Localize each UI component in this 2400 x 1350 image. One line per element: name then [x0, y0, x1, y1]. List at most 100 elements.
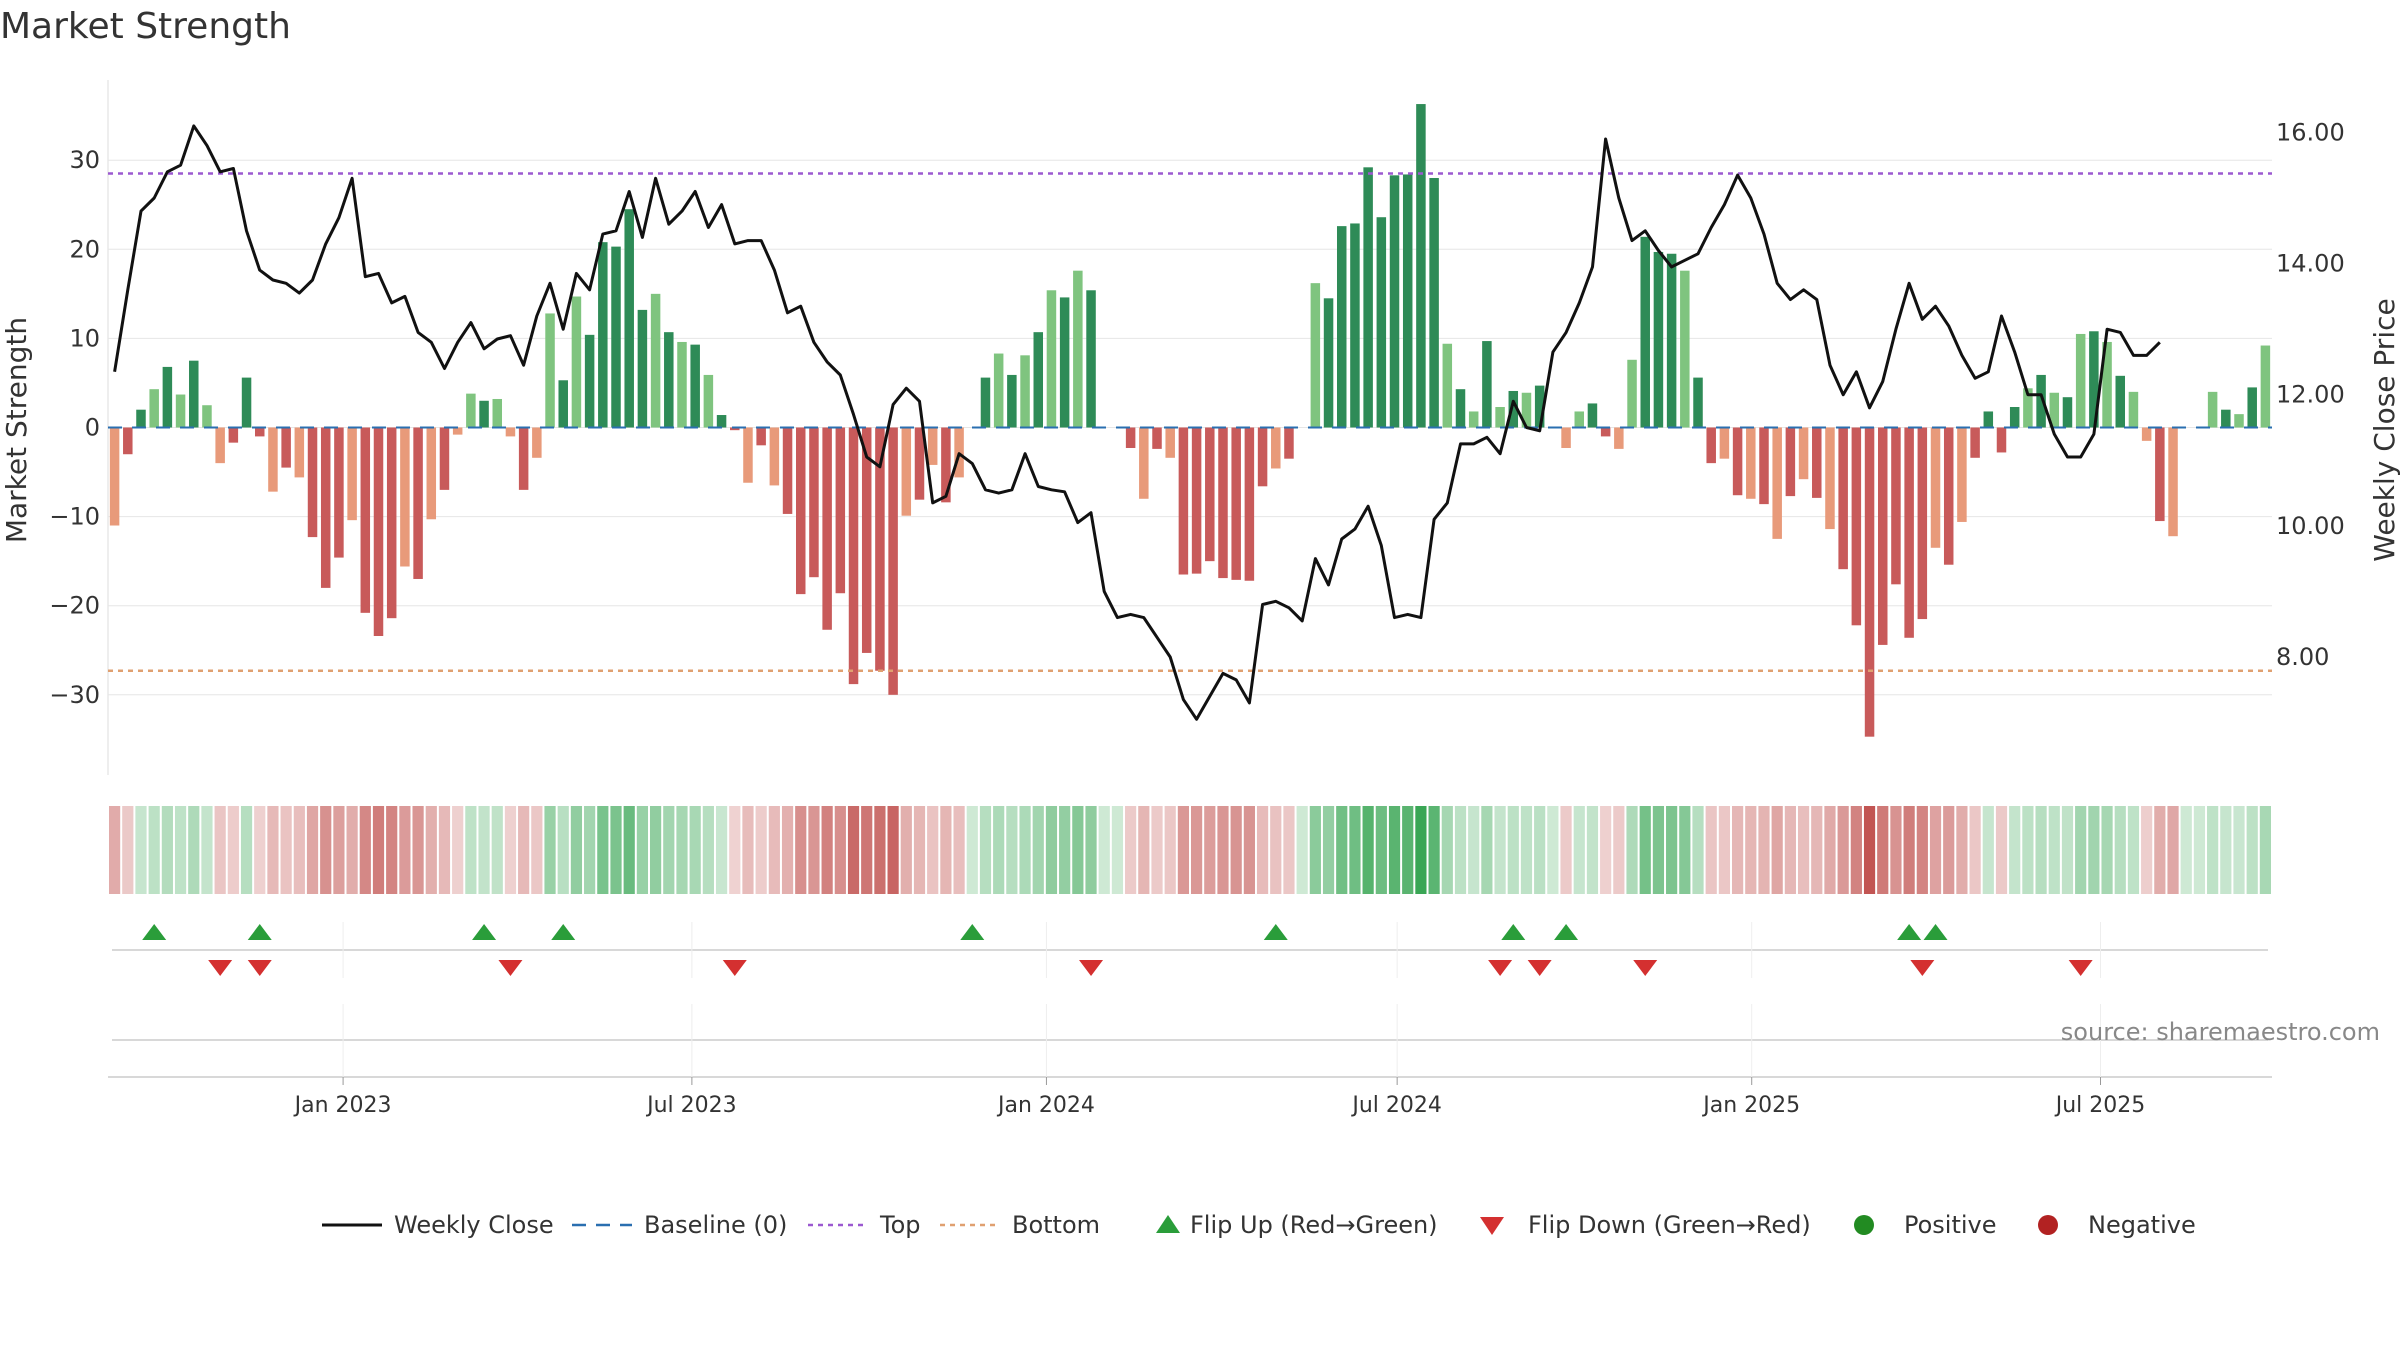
legend-label: Positive — [1904, 1211, 1997, 1239]
bar-positive — [202, 405, 212, 428]
bar-positive — [1376, 217, 1387, 428]
bar-positive — [1508, 390, 1519, 428]
heat-cell — [953, 806, 965, 894]
bar-positive — [136, 409, 146, 428]
heat-cell — [1256, 806, 1269, 894]
heat-cell — [333, 806, 345, 894]
bar-negative — [320, 427, 331, 588]
bar-positive — [611, 246, 621, 428]
bar-negative — [1851, 427, 1862, 626]
bar-positive — [1666, 253, 1677, 428]
heat-cell — [874, 806, 886, 894]
price-line-layer — [113, 124, 2161, 721]
heat-cell — [1217, 806, 1229, 894]
y-tick-left-label: −20 — [49, 592, 100, 620]
heat-cell — [2061, 806, 2074, 894]
heat-cell — [1177, 806, 1189, 894]
heat-cell — [2009, 806, 2021, 894]
heat-cell — [1811, 806, 1823, 894]
bar-positive — [466, 393, 476, 428]
bar-negative — [1825, 427, 1835, 530]
bar-negative — [769, 427, 780, 486]
heat-cell — [834, 806, 846, 894]
heat-cell — [1019, 806, 1031, 894]
heat-cell — [280, 806, 292, 894]
heat-cell — [1771, 806, 1783, 894]
y-tick-right-label: 14.00 — [2276, 250, 2345, 278]
heat-cell — [742, 806, 754, 894]
bar-negative — [439, 427, 450, 490]
heat-cell — [768, 806, 780, 894]
heat-cell — [1863, 806, 1876, 894]
bar-positive — [1086, 290, 1096, 428]
heat-cell — [2022, 806, 2034, 894]
bar-positive — [1455, 389, 1466, 428]
flip-up-marker — [1923, 924, 1948, 940]
bar-positive — [664, 332, 674, 428]
heat-cell — [1032, 806, 1044, 894]
bar-negative — [452, 427, 463, 435]
heat-cell — [2154, 806, 2166, 894]
bar-positive — [1020, 355, 1030, 428]
bar-negative — [1812, 427, 1822, 498]
bar-positive — [1521, 392, 1532, 428]
bar-positive — [1429, 178, 1439, 428]
bar-negative — [228, 427, 239, 443]
heat-cell — [2207, 806, 2219, 894]
heat-cell — [1309, 806, 1321, 894]
x-tick-label: Jul 2023 — [645, 1093, 737, 1118]
bar-negative — [123, 427, 133, 455]
heat-cell — [201, 806, 213, 894]
y-axis-right-title: Weekly Close Price — [2368, 298, 2400, 561]
heat-cell — [412, 806, 424, 894]
bar-negative — [1284, 427, 1294, 459]
heat-cell — [927, 806, 939, 894]
bar-negative — [373, 427, 384, 636]
bar-positive — [650, 293, 661, 428]
bar-negative — [1785, 427, 1796, 497]
heat-cell — [452, 806, 464, 894]
bar-positive — [2128, 391, 2139, 428]
heat-cell — [1468, 806, 1480, 894]
bar-negative — [1165, 427, 1175, 458]
bar-positive — [1073, 270, 1083, 428]
bar-positive — [1468, 411, 1479, 428]
source-note: source: sharemaestro.com — [2061, 1018, 2380, 1046]
flip-down-marker — [722, 960, 747, 976]
bar-negative — [1719, 427, 1730, 459]
heat-cell — [1428, 806, 1440, 894]
bar-negative — [400, 427, 410, 567]
bar-positive — [2221, 409, 2231, 428]
heat-cell — [1006, 806, 1018, 894]
flip-down-marker — [1079, 960, 1104, 976]
heat-cell — [293, 806, 305, 894]
heat-cell — [676, 806, 688, 894]
heat-cell — [2075, 806, 2087, 894]
bar-negative — [941, 427, 951, 503]
heat-cell — [2259, 806, 2271, 894]
heat-cell — [161, 806, 173, 894]
flip-down-marker — [247, 960, 272, 976]
heat-cell — [1204, 806, 1216, 894]
heat-cell — [1375, 806, 1387, 894]
bar-negative — [1930, 427, 1941, 548]
flip-up-marker — [1263, 924, 1288, 940]
bar-negative — [927, 427, 938, 465]
bar-negative — [743, 427, 753, 483]
bar-positive — [1059, 297, 1070, 428]
heat-cell — [715, 806, 728, 894]
heat-cell — [1336, 806, 1348, 894]
heat-cell — [1560, 806, 1572, 894]
heat-cell — [1349, 806, 1361, 894]
bar-positive — [1007, 374, 1017, 428]
bar-positive — [584, 334, 595, 428]
bar-negative — [901, 427, 912, 516]
bar-positive — [571, 296, 582, 428]
flip-up-marker — [551, 924, 576, 940]
heat-cell — [2101, 806, 2113, 894]
heat-cell — [795, 806, 807, 894]
heat-cell — [1929, 806, 1942, 894]
flip-down-marker — [2068, 960, 2093, 976]
bar-positive — [1627, 359, 1637, 428]
heat-cell — [504, 806, 517, 894]
